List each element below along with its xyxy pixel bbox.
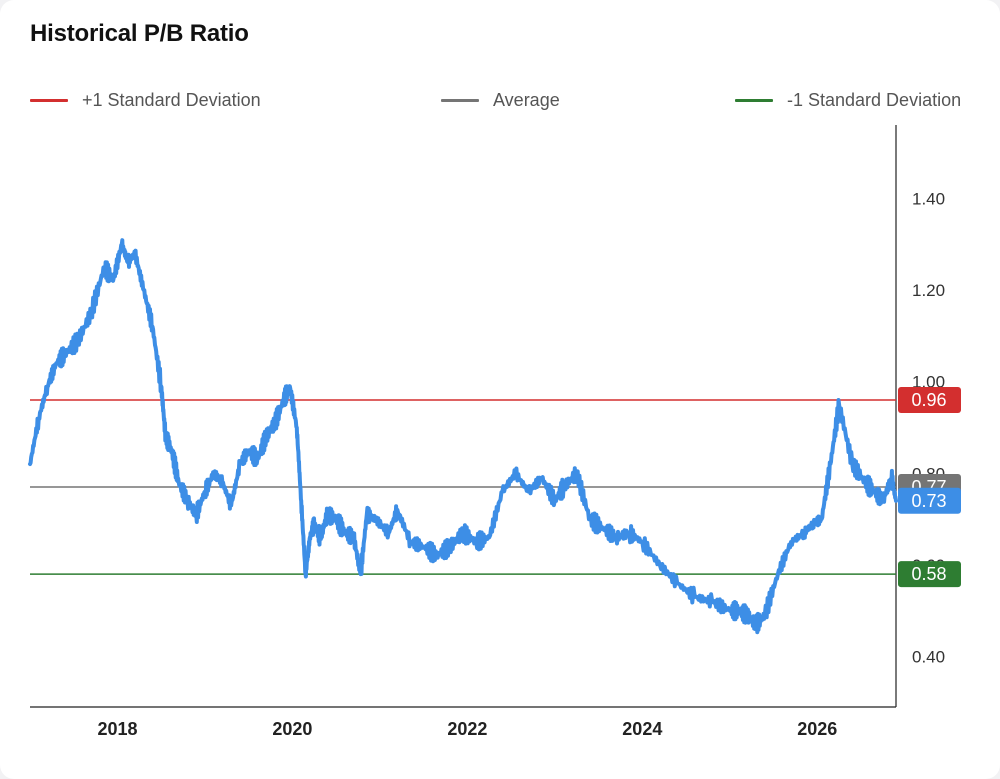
legend-item-plus-one-sd[interactable]: +1 Standard Deviation (30, 88, 261, 112)
last-value-badge-text: 0.73 (911, 491, 946, 511)
legend-swatch-gray (441, 98, 479, 102)
x-tick-label: 2026 (797, 719, 837, 739)
chart-title: Historical P/B Ratio (30, 20, 249, 47)
reference-badge-text: 0.96 (911, 390, 946, 410)
x-tick-label: 2024 (622, 719, 662, 739)
legend-label: +1 Standard Deviation (82, 89, 261, 110)
x-tick-label: 2018 (97, 719, 137, 739)
y-tick-label: 1.00 (912, 373, 945, 392)
x-tick-label: 2022 (447, 719, 487, 739)
reference-badge-text: 0.58 (911, 564, 946, 584)
legend-item-minus-one-sd[interactable]: -1 Standard Deviation (735, 88, 961, 112)
y-tick-label: 0.40 (912, 648, 945, 667)
y-tick-label: 1.20 (912, 281, 945, 300)
y-tick-label: 1.40 (912, 189, 945, 208)
x-tick-label: 2020 (272, 719, 312, 739)
legend-label: -1 Standard Deviation (787, 89, 962, 110)
legend-label: Average (493, 89, 560, 110)
legend-swatch-green (735, 98, 773, 102)
legend-item-average[interactable]: Average (441, 88, 560, 112)
reference-badge-bg (898, 561, 961, 588)
price-line (28, 238, 898, 635)
reference-badge-bg (898, 386, 961, 413)
legend-swatch-red (30, 98, 68, 102)
last-value-badge-bg (898, 487, 961, 514)
